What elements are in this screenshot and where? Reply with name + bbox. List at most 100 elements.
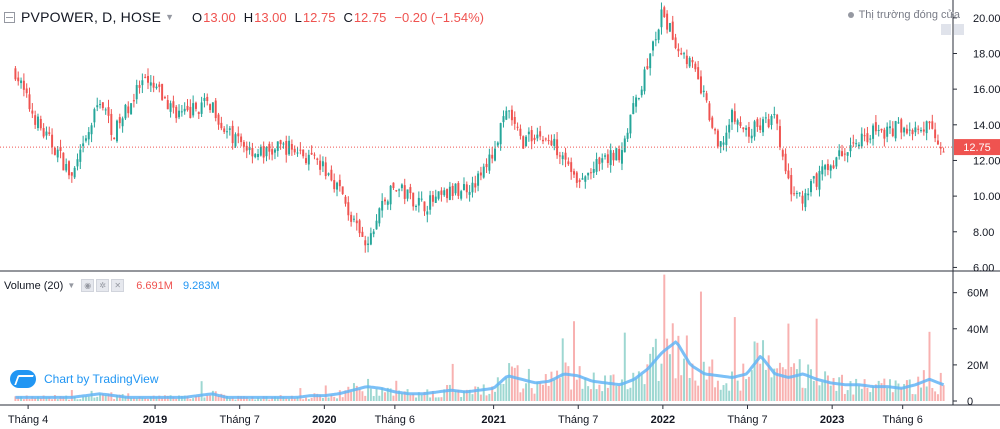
- candle-body: [386, 201, 389, 205]
- candle-body: [745, 127, 748, 130]
- volume-bar: [843, 393, 846, 401]
- gear-icon[interactable]: ✲: [96, 279, 110, 292]
- candle-body: [575, 172, 578, 183]
- volume-bar: [254, 399, 257, 401]
- volume-bar: [852, 394, 855, 401]
- candle-body: [900, 119, 903, 133]
- candle-body: [296, 152, 299, 154]
- candle-body: [200, 102, 203, 114]
- candle-body: [39, 118, 42, 129]
- open-value: 13.00: [203, 9, 236, 25]
- volume-bar: [931, 387, 934, 401]
- volume-bar: [285, 398, 288, 401]
- candle-body: [877, 129, 880, 131]
- time-tick-label: 2019: [143, 414, 167, 426]
- candle-body: [271, 149, 274, 155]
- pane-down-icon[interactable]: [954, 24, 964, 35]
- volume-bar: [299, 388, 302, 401]
- candle-body: [519, 128, 522, 136]
- candle-body: [101, 102, 104, 109]
- volume-bar: [155, 396, 158, 401]
- candle-body: [59, 146, 62, 151]
- volume-bar: [798, 359, 801, 401]
- volume-bar: [869, 392, 872, 401]
- candle-body: [22, 80, 25, 90]
- price-tick-label: 18.00: [973, 48, 1000, 60]
- volume-bar: [48, 396, 51, 401]
- volume-bar: [417, 392, 420, 401]
- volume-bar: [615, 385, 618, 401]
- candle-body: [36, 116, 39, 129]
- volume-title[interactable]: Volume (20): [4, 279, 64, 292]
- volume-bar: [609, 375, 612, 401]
- candle-body: [245, 145, 248, 151]
- candle-body: [561, 155, 564, 160]
- candle-body: [539, 131, 542, 137]
- candle-body: [770, 116, 773, 126]
- volume-bar: [496, 377, 499, 401]
- chevron-down-icon[interactable]: ▼: [67, 281, 76, 290]
- symbol-title[interactable]: PVPOWER, D, HOSE: [21, 9, 162, 25]
- volume-bar: [341, 397, 344, 401]
- volume-bar: [62, 396, 65, 401]
- candle-body: [612, 152, 615, 161]
- volume-bar: [113, 399, 116, 401]
- candle-body: [688, 57, 691, 67]
- volume-bar: [462, 390, 465, 401]
- candle-body: [163, 97, 166, 99]
- volume-bar: [457, 389, 460, 401]
- volume-bar: [745, 379, 748, 401]
- candle-body: [928, 121, 931, 124]
- candle-body: [268, 143, 271, 152]
- candle-body: [491, 154, 494, 159]
- volume-bar: [810, 369, 812, 401]
- candle-body: [440, 190, 443, 195]
- tradingview-logo-icon: [10, 370, 36, 388]
- eye-icon[interactable]: ◉: [81, 279, 95, 292]
- candle-body: [654, 39, 657, 41]
- volume-bar: [355, 385, 358, 401]
- volume-bar: [626, 389, 629, 401]
- candle-body: [660, 9, 663, 28]
- candle-body: [756, 119, 759, 127]
- volume-bar: [107, 393, 110, 401]
- collapse-icon[interactable]: [4, 11, 15, 23]
- volume-bar: [194, 396, 197, 401]
- candle-body: [313, 154, 316, 156]
- candle-body: [96, 105, 99, 108]
- candle-body: [826, 163, 829, 170]
- candle-body: [829, 165, 832, 171]
- candle-body: [587, 172, 590, 176]
- volume-bar: [316, 393, 319, 401]
- candle-body: [240, 136, 243, 143]
- volume-bar: [99, 393, 102, 401]
- candle-body: [852, 142, 855, 144]
- volume-bar: [595, 389, 598, 401]
- tradingview-brand[interactable]: Chart by TradingView: [10, 370, 159, 388]
- candle-body: [609, 150, 612, 166]
- volume-bar: [324, 385, 327, 401]
- time-tick-label: Tháng 7: [558, 414, 598, 426]
- volume-bar: [412, 393, 415, 401]
- candle-body: [888, 126, 891, 129]
- volume-bar: [900, 388, 903, 401]
- candle-body: [553, 138, 556, 146]
- candle-body: [389, 185, 392, 205]
- volume-bar: [666, 338, 669, 401]
- close-icon[interactable]: ✕: [111, 279, 125, 292]
- volume-bar: [821, 381, 824, 401]
- volume-legend: Volume (20) ▼ ◉ ✲ ✕ 6.691M 9.283M: [4, 279, 220, 292]
- chevron-down-icon[interactable]: ▼: [165, 12, 175, 22]
- volume-bar: [124, 396, 127, 401]
- volume-bar: [426, 389, 429, 401]
- candle-body: [45, 131, 48, 136]
- candle-body: [767, 119, 770, 128]
- candle-body: [680, 52, 683, 55]
- candle-body: [147, 75, 149, 83]
- volume-bar: [51, 399, 54, 401]
- candle-body: [48, 132, 51, 134]
- pane-up-icon[interactable]: [941, 24, 951, 35]
- candle-body: [525, 136, 528, 147]
- candle-body: [448, 186, 451, 200]
